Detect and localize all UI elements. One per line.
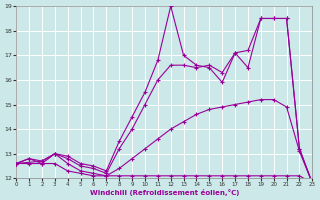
X-axis label: Windchill (Refroidissement éolien,°C): Windchill (Refroidissement éolien,°C) xyxy=(90,189,239,196)
